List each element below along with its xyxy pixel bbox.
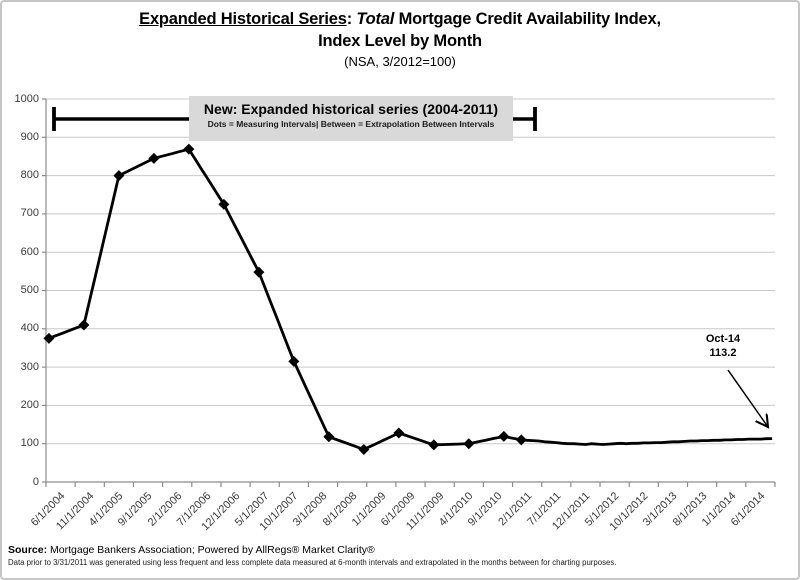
y-axis-label: 900 — [20, 130, 39, 143]
data-point-marker — [323, 431, 335, 443]
y-axis-label: 800 — [20, 169, 39, 182]
annotation-box: New: Expanded historical series (2004-20… — [189, 96, 513, 141]
endpoint-label: Oct-14 113.2 — [690, 332, 756, 360]
data-point-marker — [253, 266, 265, 278]
title-line-1: Expanded Historical Series: Total Mortga… — [2, 8, 798, 30]
data-point-marker — [113, 170, 125, 182]
source-label: Source: — [8, 544, 48, 556]
y-axis-label: 500 — [20, 284, 39, 296]
data-point-marker — [183, 143, 195, 155]
data-point-marker — [218, 198, 230, 210]
endpoint-value: 113.2 — [709, 347, 737, 359]
title-underlined-part: Expanded Historical Series — [139, 10, 347, 28]
data-point-marker — [515, 434, 527, 446]
chart-title: Expanded Historical Series: Total Mortga… — [2, 8, 798, 71]
data-point-marker — [358, 443, 370, 455]
title-rest: Mortgage Credit Availability Index, — [394, 10, 661, 28]
axes — [42, 98, 776, 487]
data-line — [48, 147, 773, 451]
source-text: Mortgage Bankers Association; Powered by… — [47, 544, 375, 556]
y-axis-label: 1000 — [14, 92, 39, 105]
data-point-marker — [288, 355, 300, 367]
y-axis-label: 100 — [20, 437, 39, 450]
data-point-marker — [498, 430, 510, 442]
annotation-subtitle: Dots = Measuring Intervals| Between = Ex… — [207, 119, 495, 129]
title-italic-part: Total — [356, 10, 395, 28]
y-axis-label: 600 — [20, 245, 39, 258]
y-axis-label: 700 — [20, 207, 39, 220]
title-colon: : — [346, 10, 357, 28]
y-axis-label: 200 — [20, 398, 39, 411]
data-point-marker — [43, 332, 55, 344]
title-line-2: Index Level by Month — [318, 32, 482, 50]
source-note: Source: Mortgage Bankers Association; Po… — [8, 543, 788, 568]
y-axis-label: 300 — [20, 360, 39, 373]
endpoint-arrow — [727, 369, 768, 427]
data-point-marker — [393, 427, 405, 439]
data-point-marker — [78, 319, 90, 331]
data-point-marker — [148, 152, 160, 164]
endpoint-date: Oct-14 — [705, 333, 741, 345]
arrow-line — [727, 369, 768, 427]
data-series — [43, 143, 773, 455]
data-point-marker — [463, 438, 475, 450]
y-axis-label: 0 — [32, 475, 39, 488]
chart-subtitle: (NSA, 3/2012=100) — [344, 54, 456, 69]
footnote: Data prior to 3/31/2011 was generated us… — [8, 558, 617, 567]
data-point-marker — [428, 439, 440, 451]
y-axis-label: 400 — [20, 322, 39, 335]
source-line: Source: Mortgage Bankers Association; Po… — [8, 543, 788, 557]
annotation-title: New: Expanded historical series (2004-20… — [203, 101, 499, 117]
gridlines — [46, 98, 775, 445]
